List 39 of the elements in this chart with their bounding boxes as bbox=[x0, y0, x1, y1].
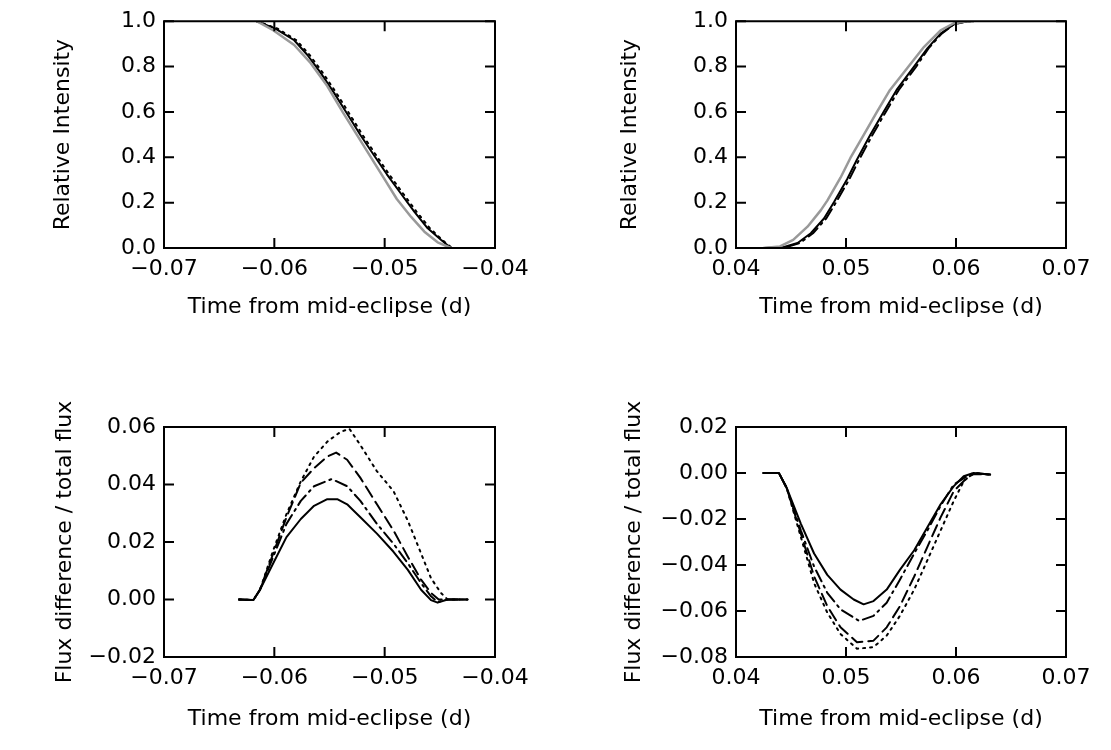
x-tick-label: −0.06 bbox=[240, 663, 309, 689]
y-tick-label: 0.02 bbox=[679, 412, 728, 438]
x-tick-label: −0.04 bbox=[461, 254, 529, 280]
x-tick-label: 0.06 bbox=[931, 254, 981, 280]
y-tick-label: −0.04 bbox=[660, 550, 728, 576]
y-tick-label: 0.4 bbox=[693, 143, 728, 168]
y-tick-label: 0.4 bbox=[121, 143, 156, 168]
y-tick-label: 0.6 bbox=[693, 97, 728, 123]
x-tick-label: −0.05 bbox=[350, 663, 419, 689]
y-tick-label: 0.02 bbox=[107, 527, 156, 553]
x-tick-label: 0.05 bbox=[821, 663, 871, 689]
y-tick-label: 0.6 bbox=[121, 97, 156, 123]
y-tick-label: −0.02 bbox=[660, 504, 728, 530]
y-axis-title: Flux difference / total flux bbox=[50, 400, 76, 684]
y-tick-label: −0.06 bbox=[660, 596, 728, 622]
y-tick-label: 0.8 bbox=[693, 52, 728, 78]
y-tick-label: 0.06 bbox=[107, 412, 156, 438]
y-tick-label: 0.04 bbox=[107, 470, 156, 496]
y-tick-label: 0.00 bbox=[679, 458, 728, 484]
x-tick-label: −0.05 bbox=[350, 254, 419, 280]
x-axis-title: Time from mid-eclipse (d) bbox=[186, 292, 472, 318]
x-tick-label: 0.06 bbox=[931, 663, 981, 689]
y-axis-title: Relative Intensity bbox=[48, 38, 74, 231]
y-tick-label: 0.2 bbox=[121, 188, 156, 214]
y-axis-title: Relative Intensity bbox=[615, 38, 641, 231]
y-tick-label: 0.2 bbox=[693, 188, 728, 214]
y-tick-label: 1.0 bbox=[693, 6, 728, 32]
x-tick-label: 0.07 bbox=[1041, 254, 1091, 280]
y-tick-label: 0.00 bbox=[107, 585, 156, 611]
x-axis-title: Time from mid-eclipse (d) bbox=[758, 704, 1043, 730]
x-tick-label: 0.05 bbox=[821, 254, 871, 280]
x-axis-title: Time from mid-eclipse (d) bbox=[758, 292, 1043, 318]
y-axis-title: Flux difference / total flux bbox=[619, 400, 645, 684]
x-axis-title: Time from mid-eclipse (d) bbox=[186, 704, 472, 730]
y-tick-label: 0.8 bbox=[121, 52, 156, 78]
x-tick-label: 0.07 bbox=[1041, 663, 1091, 689]
x-tick-label: −0.06 bbox=[240, 254, 309, 280]
y-tick-label: 1.0 bbox=[121, 6, 156, 32]
x-tick-label: −0.04 bbox=[461, 663, 529, 689]
